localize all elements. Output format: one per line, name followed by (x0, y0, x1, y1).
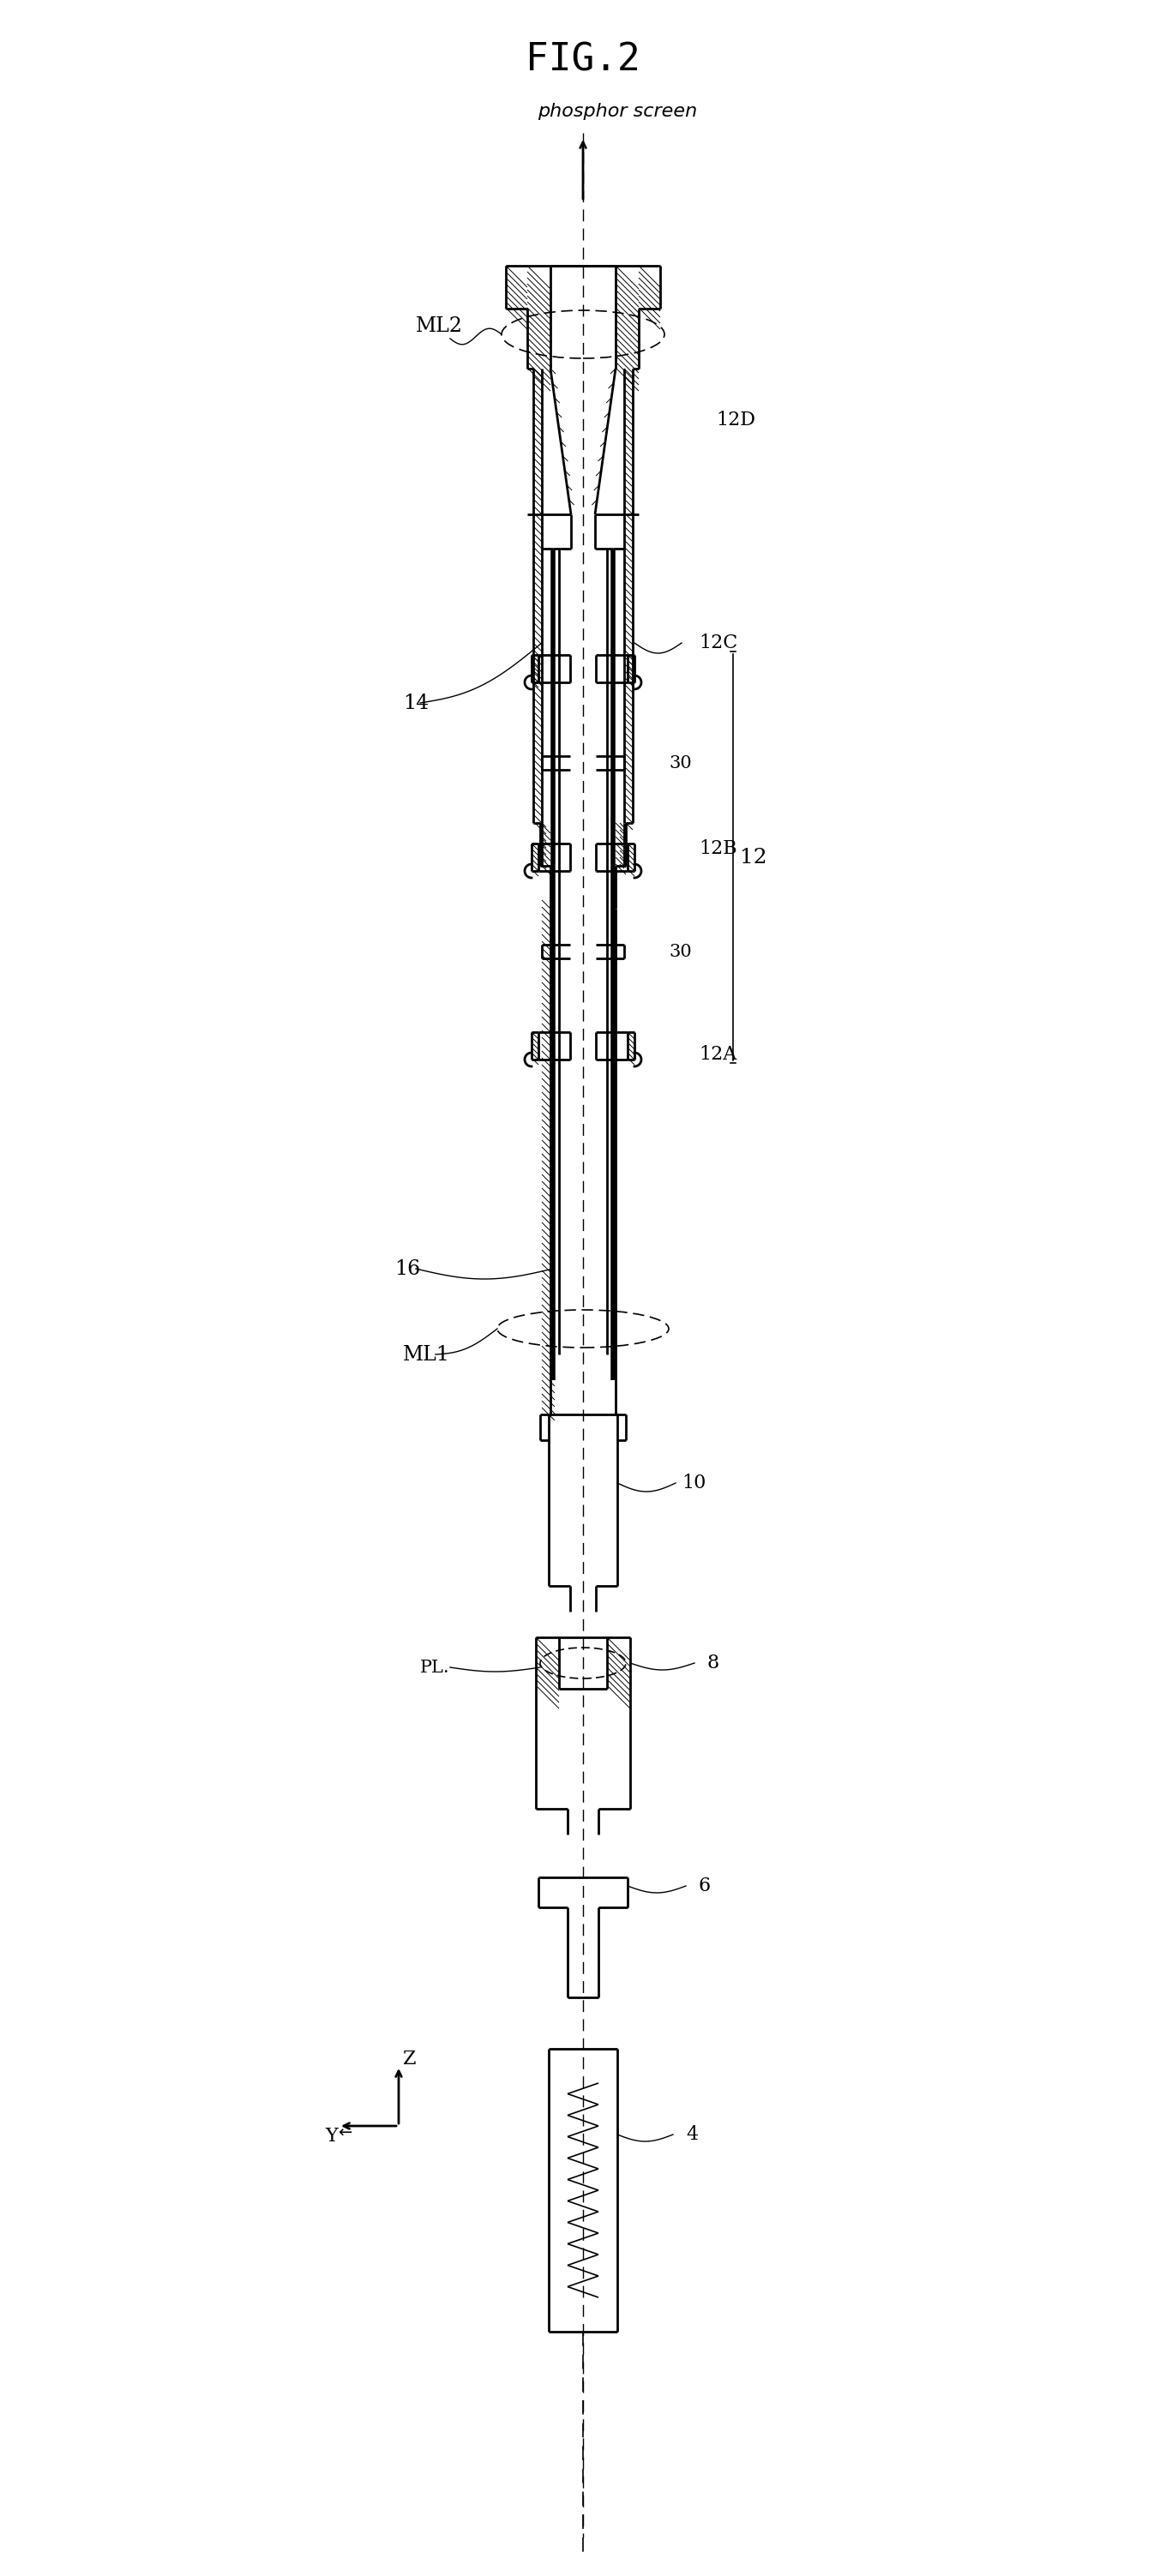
Text: FIG.2: FIG.2 (526, 41, 640, 77)
Text: 12B: 12B (698, 840, 737, 858)
Text: 16: 16 (394, 1260, 420, 1278)
Text: 14: 14 (403, 693, 429, 714)
Text: ML2: ML2 (416, 317, 463, 335)
Text: Z: Z (403, 2050, 416, 2069)
Text: 8: 8 (708, 1654, 719, 1672)
Text: 30: 30 (669, 755, 691, 770)
Text: 4: 4 (686, 2125, 698, 2143)
Text: ←: ← (338, 2125, 352, 2141)
Text: 30: 30 (669, 943, 691, 961)
Text: 6: 6 (698, 1875, 711, 1896)
Text: ML1: ML1 (403, 1345, 450, 1365)
Text: 12A: 12A (698, 1046, 737, 1064)
Text: 12D: 12D (716, 410, 756, 430)
Text: PL.: PL. (420, 1659, 450, 1674)
Text: phosphor screen: phosphor screen (538, 103, 697, 121)
Text: 10: 10 (682, 1473, 705, 1492)
Text: 12C: 12C (698, 634, 738, 652)
Text: Y: Y (325, 2128, 338, 2146)
Text: 12: 12 (740, 848, 767, 868)
